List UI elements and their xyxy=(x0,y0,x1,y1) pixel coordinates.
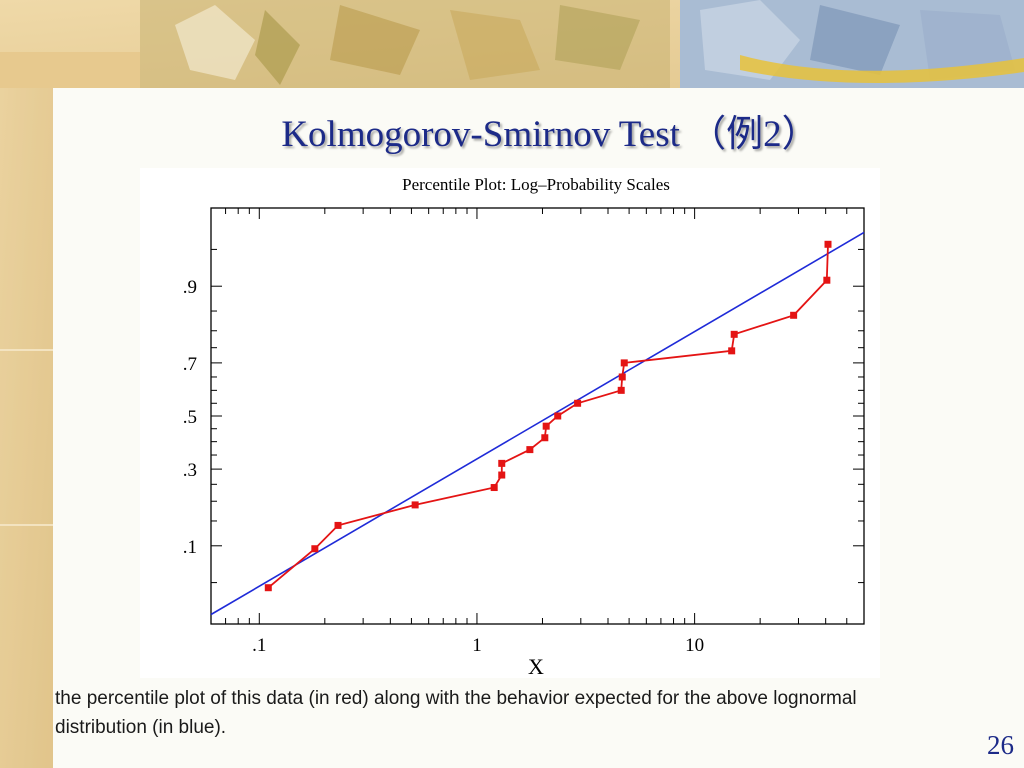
data-point-marker xyxy=(490,484,498,492)
data-point-marker xyxy=(311,545,319,553)
data-point-marker xyxy=(264,584,272,592)
data-point-marker xyxy=(574,399,582,407)
y-tick-label: .7 xyxy=(183,354,197,375)
slide-caption: the percentile plot of this data (in red… xyxy=(55,688,857,738)
data-point-marker xyxy=(554,412,562,420)
data-point-marker xyxy=(498,459,506,467)
x-axis-label: X xyxy=(528,654,544,678)
data-point-marker xyxy=(728,347,736,355)
x-tick-label: 10 xyxy=(685,635,704,656)
data-point-marker xyxy=(541,434,549,442)
data-point-marker xyxy=(730,330,738,338)
data-point-marker xyxy=(411,501,419,509)
data-point-marker xyxy=(526,446,534,454)
y-tick-label: .9 xyxy=(183,277,197,298)
slide-title: Kolmogorov-Smirnov Test （例2） xyxy=(281,114,819,155)
y-tick-label: .1 xyxy=(183,537,197,558)
data-point-marker xyxy=(620,359,628,367)
data-point-marker xyxy=(618,373,626,381)
data-point-marker xyxy=(498,471,506,479)
percentile-plot: Percentile Plot: Log–Probability Scales … xyxy=(140,168,880,678)
x-tick-label: 1 xyxy=(472,635,482,656)
data-point-marker xyxy=(334,521,342,529)
data-point-marker xyxy=(824,240,832,248)
data-point-marker xyxy=(790,311,798,319)
data-point-marker xyxy=(542,422,550,430)
reference-lognormal-line xyxy=(210,231,865,616)
data-point-marker xyxy=(823,276,831,284)
page-number: 26 xyxy=(987,730,1014,760)
y-tick-label: .3 xyxy=(183,460,197,481)
data-point-marker xyxy=(617,386,625,394)
x-tick-label: .1 xyxy=(252,635,266,656)
chart-title: Percentile Plot: Log–Probability Scales xyxy=(402,175,670,194)
y-tick-label: .5 xyxy=(183,407,197,428)
